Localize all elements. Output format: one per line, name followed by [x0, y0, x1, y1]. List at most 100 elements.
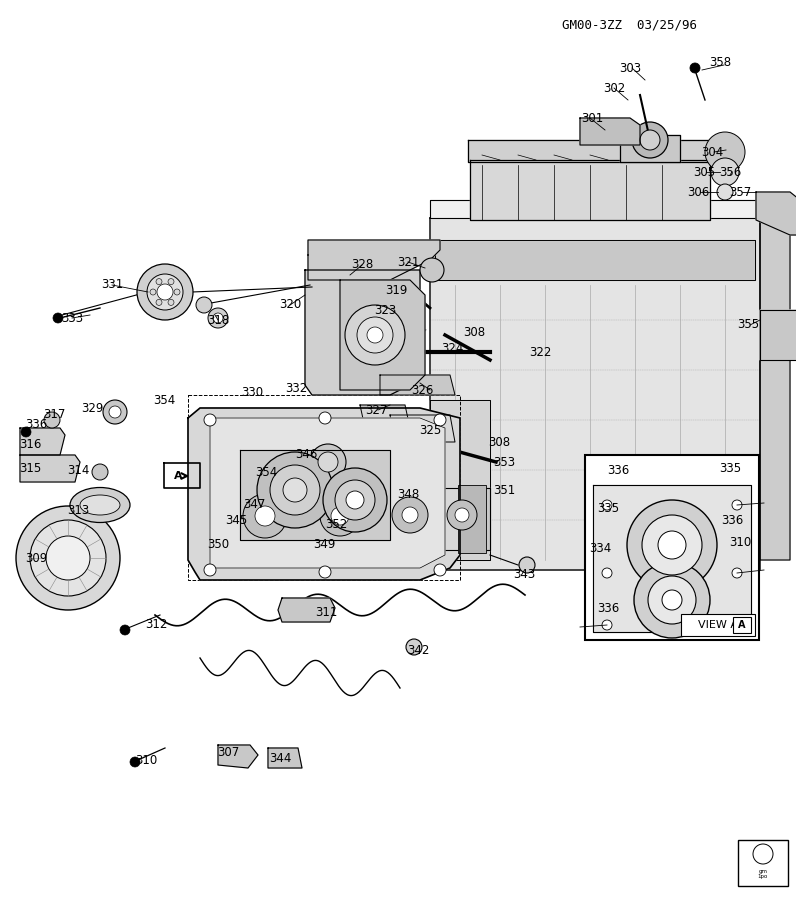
Text: 357: 357 — [729, 185, 751, 199]
Circle shape — [255, 506, 275, 526]
Text: 335: 335 — [597, 501, 619, 515]
Text: 354: 354 — [255, 465, 277, 479]
Circle shape — [602, 620, 612, 630]
Polygon shape — [430, 218, 760, 570]
Text: A: A — [738, 620, 746, 630]
Bar — [681, 614, 755, 636]
Ellipse shape — [70, 488, 130, 523]
Circle shape — [642, 515, 702, 575]
Text: 343: 343 — [513, 568, 535, 580]
Bar — [330, 482, 358, 554]
Text: 317: 317 — [43, 409, 65, 421]
Text: 310: 310 — [729, 536, 751, 550]
Bar — [733, 617, 751, 633]
Text: 322: 322 — [529, 346, 551, 358]
Text: 304: 304 — [700, 146, 723, 158]
Text: 309: 309 — [25, 552, 47, 564]
Polygon shape — [468, 140, 714, 162]
Circle shape — [120, 625, 130, 635]
Circle shape — [732, 620, 742, 630]
Bar — [398, 484, 426, 554]
Ellipse shape — [80, 495, 120, 515]
Circle shape — [331, 507, 349, 525]
Text: 308: 308 — [463, 326, 485, 338]
Polygon shape — [360, 405, 410, 428]
Circle shape — [130, 757, 140, 767]
Circle shape — [632, 122, 668, 158]
Circle shape — [602, 500, 612, 510]
Circle shape — [420, 258, 444, 282]
Circle shape — [196, 297, 212, 313]
Circle shape — [640, 130, 660, 150]
Text: 332: 332 — [285, 382, 307, 394]
Circle shape — [711, 158, 739, 186]
Text: 336: 336 — [25, 418, 47, 431]
Bar — [458, 485, 486, 553]
Circle shape — [406, 639, 422, 655]
Text: 310: 310 — [135, 753, 157, 767]
Circle shape — [602, 568, 612, 578]
Circle shape — [367, 327, 383, 343]
Bar — [585, 455, 759, 640]
Circle shape — [103, 400, 127, 424]
Text: 335: 335 — [719, 462, 741, 474]
Text: 330: 330 — [241, 386, 263, 400]
Text: 313: 313 — [67, 503, 89, 517]
Circle shape — [335, 480, 375, 520]
Text: 302: 302 — [603, 82, 625, 94]
Text: 352: 352 — [325, 518, 347, 530]
Circle shape — [156, 300, 162, 305]
Circle shape — [690, 63, 700, 73]
Polygon shape — [218, 745, 258, 768]
Text: GM00-3ZZ  03/25/96: GM00-3ZZ 03/25/96 — [563, 18, 697, 31]
Circle shape — [627, 500, 717, 590]
Circle shape — [204, 414, 216, 426]
Circle shape — [204, 564, 216, 576]
Polygon shape — [435, 240, 755, 280]
Text: 324: 324 — [441, 341, 463, 355]
Circle shape — [150, 289, 156, 295]
Circle shape — [174, 289, 180, 295]
Text: 321: 321 — [397, 256, 419, 268]
Circle shape — [323, 468, 387, 532]
Text: 333: 333 — [61, 311, 83, 325]
Text: 348: 348 — [397, 488, 419, 500]
Bar — [738, 840, 788, 886]
Polygon shape — [278, 598, 335, 622]
Circle shape — [320, 496, 360, 536]
Text: VIEW A: VIEW A — [698, 620, 738, 630]
Polygon shape — [756, 192, 796, 235]
Circle shape — [157, 284, 173, 300]
Circle shape — [319, 566, 331, 578]
Circle shape — [270, 465, 320, 515]
Circle shape — [156, 279, 162, 284]
Circle shape — [318, 452, 338, 472]
Text: 353: 353 — [493, 455, 515, 469]
Circle shape — [30, 520, 106, 596]
Text: 336: 336 — [721, 514, 743, 526]
Circle shape — [16, 506, 120, 610]
Polygon shape — [620, 135, 680, 162]
Circle shape — [46, 536, 90, 580]
Circle shape — [283, 478, 307, 502]
Text: 301: 301 — [581, 112, 603, 124]
Polygon shape — [20, 455, 80, 482]
Polygon shape — [240, 450, 390, 540]
Polygon shape — [430, 200, 760, 218]
Circle shape — [92, 464, 108, 480]
Text: gm
1po: gm 1po — [758, 868, 768, 879]
Circle shape — [44, 412, 60, 428]
Circle shape — [310, 444, 346, 480]
Circle shape — [257, 452, 333, 528]
Circle shape — [147, 274, 183, 310]
Circle shape — [732, 500, 742, 510]
Text: 325: 325 — [419, 424, 441, 436]
Text: 336: 336 — [597, 601, 619, 615]
Polygon shape — [390, 415, 455, 442]
Circle shape — [345, 305, 405, 365]
Circle shape — [137, 264, 193, 320]
Polygon shape — [245, 488, 490, 550]
Circle shape — [346, 491, 364, 509]
Text: 312: 312 — [145, 618, 167, 632]
Text: 323: 323 — [374, 303, 396, 317]
